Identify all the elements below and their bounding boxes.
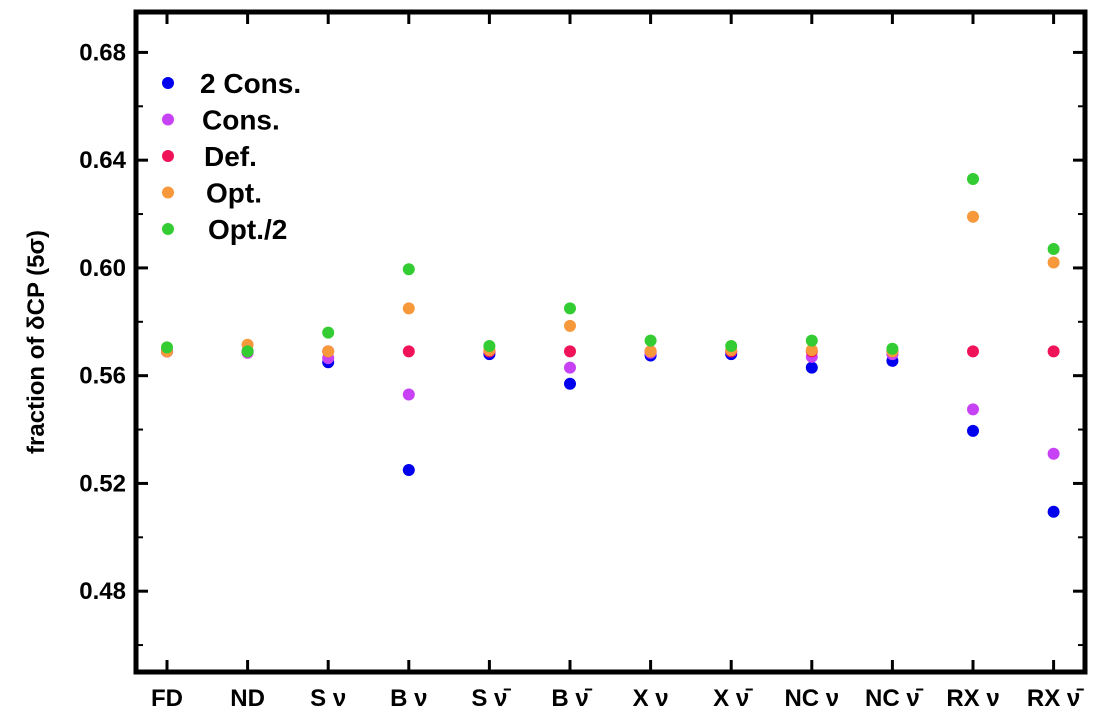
point-2-cons--11 bbox=[1047, 505, 1060, 518]
y-axis: 0.48 0.52 0.56 0.60 0.64 0.68 bbox=[79, 39, 1085, 647]
point-cons--11 bbox=[1047, 447, 1060, 460]
point-cons--3 bbox=[402, 388, 415, 401]
legend-marker bbox=[162, 77, 174, 89]
point-opt--11 bbox=[1047, 256, 1060, 269]
legend-marker bbox=[162, 223, 174, 235]
point-cons--5 bbox=[564, 361, 576, 374]
x-tick-label: X ν̄ bbox=[713, 685, 753, 712]
point-cons--10 bbox=[967, 403, 979, 416]
point-opt-2-9 bbox=[886, 342, 899, 355]
legend: 2 Cons. Cons. Def. Opt. Opt./2 bbox=[162, 68, 301, 245]
legend-label: Def. bbox=[204, 141, 257, 172]
plot-frame bbox=[133, 9, 1088, 675]
point-opt-2-1 bbox=[241, 345, 254, 358]
point-opt-2-6 bbox=[644, 334, 657, 347]
point-opt-2-10 bbox=[967, 173, 979, 186]
point-opt-2-0 bbox=[161, 341, 173, 354]
x-tick-label: RX ν̄ bbox=[1027, 685, 1084, 712]
point-opt--5 bbox=[564, 319, 576, 332]
point-opt--10 bbox=[967, 210, 979, 223]
x-tick-label: FD bbox=[151, 685, 183, 712]
data-points bbox=[161, 173, 1060, 518]
x-tick-label: RX ν bbox=[946, 685, 999, 712]
point-2-cons--8 bbox=[805, 361, 818, 374]
x-tick-label: NC ν̄ bbox=[865, 685, 924, 712]
x-tick-label: B ν bbox=[390, 685, 427, 712]
x-tick-label: S ν bbox=[310, 685, 346, 712]
legend-marker bbox=[162, 186, 174, 199]
y-tick-label: 0.52 bbox=[79, 470, 126, 497]
point-opt-2-2 bbox=[322, 326, 335, 339]
point-def--11 bbox=[1047, 345, 1060, 358]
y-tick-label: 0.68 bbox=[79, 39, 126, 66]
point-opt--3 bbox=[402, 302, 415, 315]
point-opt--8 bbox=[805, 344, 818, 357]
point-2-cons--5 bbox=[564, 377, 576, 390]
point-opt--6 bbox=[644, 345, 657, 358]
point-def--3 bbox=[402, 345, 415, 358]
x-tick-label: B ν̄ bbox=[551, 685, 592, 712]
x-tick-label: X ν bbox=[633, 685, 669, 712]
legend-label: Opt. bbox=[206, 178, 262, 209]
x-axis: FD ND S ν B ν S ν̄ B ν̄ X ν X ν̄ NC ν NC ν̄ RX ν RX… bbox=[151, 12, 1084, 712]
point-opt-2-4 bbox=[483, 340, 496, 353]
point-opt-2-11 bbox=[1047, 243, 1060, 256]
y-axis-label: fraction of δCP (5σ) bbox=[23, 230, 50, 454]
legend-label: Cons. bbox=[202, 105, 280, 136]
y-tick-label: 0.60 bbox=[79, 255, 126, 282]
x-tick-label: ND bbox=[230, 685, 265, 712]
y-tick-label: 0.56 bbox=[79, 363, 126, 390]
x-tick-label: S ν̄ bbox=[471, 685, 511, 712]
point-opt-2-3 bbox=[402, 263, 415, 276]
point-opt--2 bbox=[322, 345, 335, 358]
point-def--5 bbox=[564, 345, 576, 358]
point-opt-2-7 bbox=[725, 340, 738, 353]
plot-area bbox=[133, 9, 1088, 675]
x-tick-label: NC ν bbox=[784, 685, 839, 712]
legend-label: Opt./2 bbox=[208, 214, 287, 245]
point-opt-2-5 bbox=[564, 302, 576, 315]
y-tick-label: 0.64 bbox=[79, 147, 126, 174]
legend-marker bbox=[162, 150, 174, 162]
legend-marker bbox=[162, 113, 174, 126]
legend-label: 2 Cons. bbox=[200, 68, 301, 99]
point-def--10 bbox=[967, 345, 979, 358]
point-opt-2-8 bbox=[805, 334, 818, 347]
point-2-cons--3 bbox=[402, 463, 415, 476]
y-tick-label: 0.48 bbox=[79, 578, 126, 605]
point-2-cons--10 bbox=[967, 424, 979, 437]
